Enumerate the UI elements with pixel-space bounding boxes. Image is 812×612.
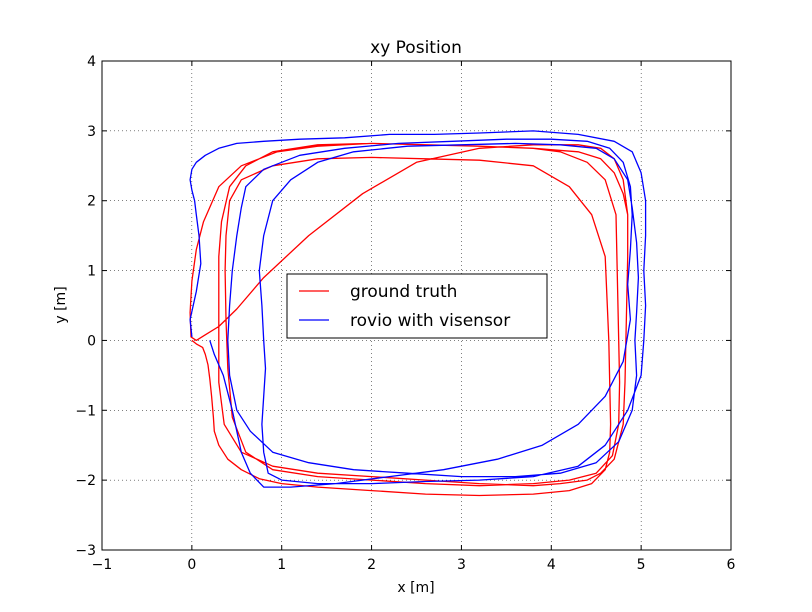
x-tick-label: 2 — [367, 557, 376, 573]
y-tick-label: 0 — [87, 333, 96, 349]
series-line-rovio-with-visensor — [189, 130, 647, 488]
x-axis-title: x [m] — [397, 580, 434, 596]
x-tick-label: 3 — [457, 557, 466, 573]
legend-label-rovio: rovio with visensor — [350, 311, 510, 331]
axis-ticks: −1 0 1 2 3 4 5 6 −3 −2 −1 0 1 2 3 4 — [75, 54, 735, 573]
plot-frame — [101, 60, 732, 551]
x-tick-label: −1 — [92, 557, 113, 573]
legend-label-ground-truth: ground truth — [350, 282, 457, 302]
y-tick-label: 2 — [87, 194, 96, 210]
x-tick-label: 0 — [187, 557, 196, 573]
y-tick-label: 1 — [87, 264, 96, 280]
x-tick-label: 1 — [277, 557, 286, 573]
y-tick-label: 4 — [87, 54, 96, 70]
plot-title: xy Position — [370, 38, 462, 58]
series-line-ground-truth — [189, 142, 629, 497]
y-tick-label: 3 — [87, 124, 96, 140]
y-tick-label: −2 — [75, 473, 96, 489]
y-tick-label: −3 — [75, 543, 96, 559]
x-tick-label: 5 — [637, 557, 646, 573]
legend-box — [286, 273, 548, 339]
legend: ground truth rovio with visensor — [286, 273, 548, 339]
x-tick-label: 6 — [727, 557, 736, 573]
x-tick-label: 4 — [547, 557, 556, 573]
y-axis-title: y [m] — [53, 286, 69, 323]
series-lines — [189, 130, 647, 497]
y-tick-label: −1 — [75, 403, 96, 419]
